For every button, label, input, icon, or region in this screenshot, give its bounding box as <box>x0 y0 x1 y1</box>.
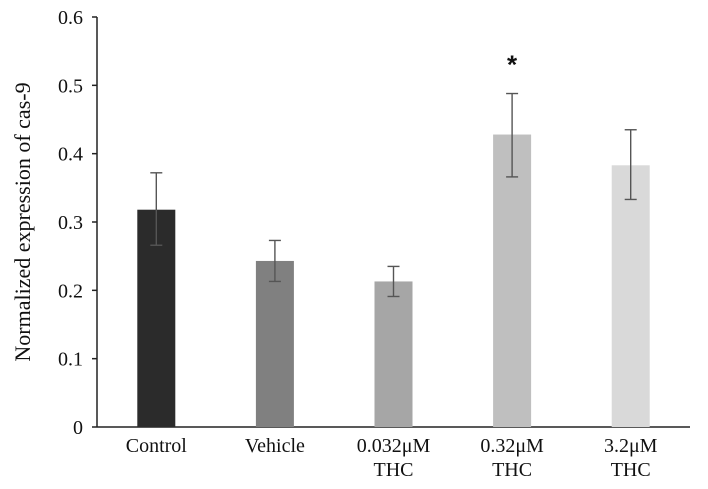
category-label-line2: THC <box>492 459 532 481</box>
category-label-line1: 3.2μM <box>604 435 658 457</box>
bar <box>611 165 650 428</box>
y-tick-label: 0 <box>73 417 83 439</box>
y-tick-label: 0.4 <box>58 144 83 166</box>
y-tick-label: 0.3 <box>58 212 83 234</box>
error-bars <box>150 92 637 298</box>
category-label-line1: 0.032μM <box>357 435 431 457</box>
bar <box>493 134 532 428</box>
y-tick-label: 0.2 <box>58 280 83 302</box>
category-label-line1: Vehicle <box>245 435 305 457</box>
category-label-line1: 0.32μM <box>480 435 544 457</box>
axes: 0 0.1 0.2 0.3 0.4 0.5 0.6 <box>58 7 690 439</box>
bars <box>137 134 650 428</box>
significance-star: * <box>507 50 518 80</box>
bar <box>255 260 294 427</box>
category-label-line2: THC <box>611 459 651 481</box>
y-axis-title-group: Normalized expression of cas-9 <box>10 82 35 361</box>
y-tick-label: 0.1 <box>58 349 83 371</box>
y-tick-label: 0.6 <box>58 7 83 29</box>
y-axis-title: Normalized expression of cas-9 <box>10 82 35 361</box>
bar <box>374 281 413 427</box>
category-label-line1: Control <box>126 435 188 457</box>
y-tick-label: 0.5 <box>58 75 83 97</box>
labels: Control Vehicle 0.032μMTHC0.32μMTHC3.2μMTH… <box>126 50 658 481</box>
category-label-line2: THC <box>374 459 414 481</box>
